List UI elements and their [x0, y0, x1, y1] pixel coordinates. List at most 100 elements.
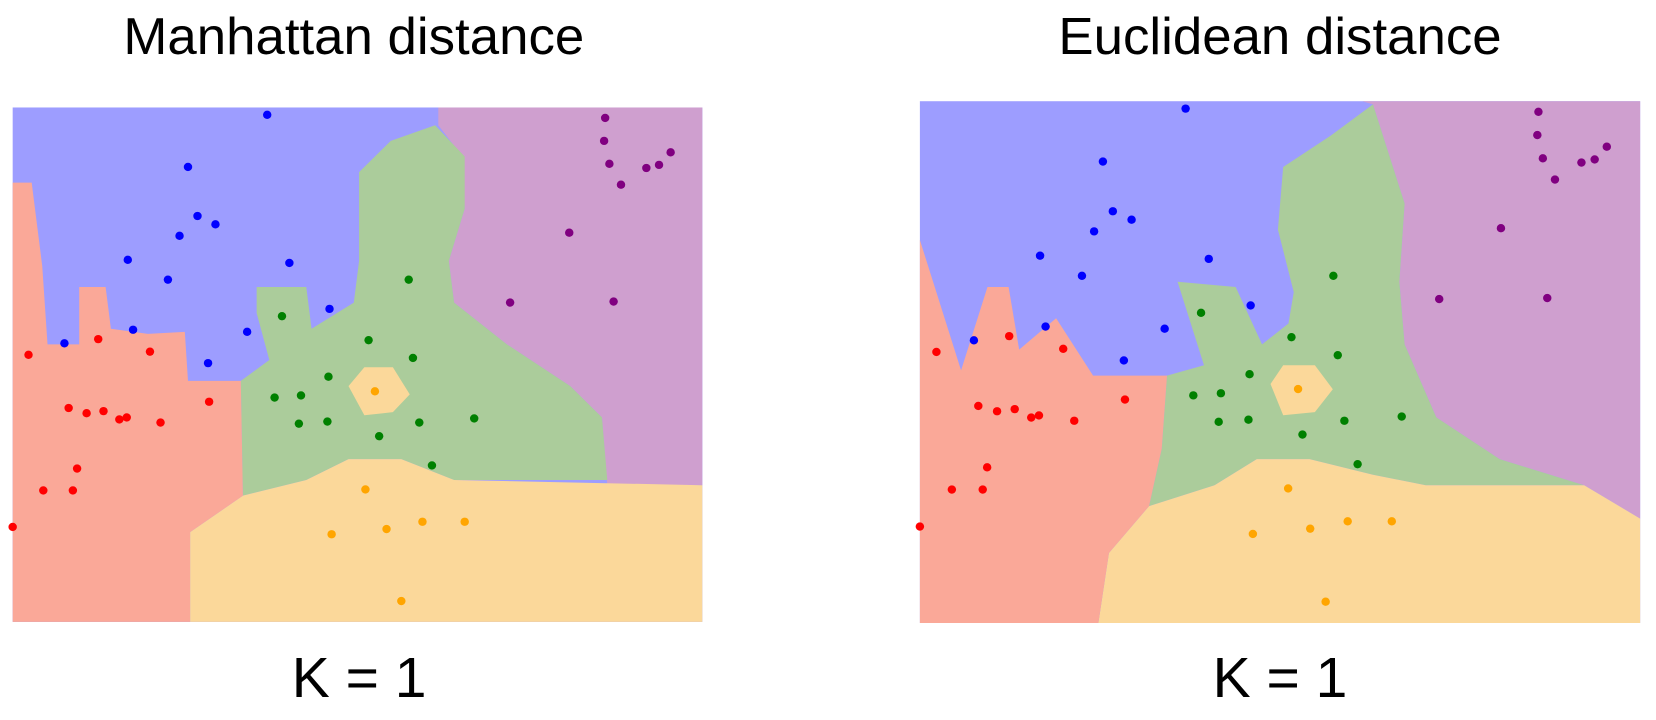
sample-point: [1387, 517, 1397, 526]
panel-title: Euclidean distance: [1058, 8, 1501, 67]
sample-point: [370, 387, 380, 396]
sample-point: [361, 485, 370, 494]
sample-point: [39, 486, 48, 495]
sample-point: [1543, 293, 1552, 303]
sample-point: [203, 358, 213, 368]
sample-point: [1246, 301, 1255, 310]
sample-point: [1034, 411, 1044, 420]
sample-point: [600, 113, 610, 123]
region-red: [919, 240, 1168, 623]
sample-point: [1329, 271, 1338, 280]
sample-point: [242, 327, 252, 336]
sample-point: [270, 393, 279, 402]
sample-point: [1496, 224, 1506, 233]
sample-point: [296, 391, 306, 400]
sample-point: [1287, 332, 1296, 342]
sample-point: [1181, 104, 1190, 113]
sample-point: [193, 211, 202, 221]
sample-point: [1004, 331, 1014, 341]
region-purple: [1362, 101, 1641, 519]
sample-point: [1216, 389, 1226, 398]
sample-point: [183, 162, 193, 172]
sample-point: [974, 401, 983, 411]
sample-point: [1245, 370, 1254, 379]
sample-point: [211, 220, 220, 229]
sample-point: [609, 297, 618, 306]
sample-point: [1127, 215, 1136, 224]
sample-point: [93, 334, 103, 344]
sample-point: [565, 228, 574, 237]
sample-point: [469, 414, 479, 423]
sample-point: [978, 485, 987, 494]
sample-point: [947, 485, 957, 494]
sample-point: [418, 517, 427, 526]
sample-point: [364, 336, 373, 345]
sample-point: [1577, 158, 1586, 167]
sample-point: [1298, 430, 1307, 439]
region-green: [1149, 104, 1585, 507]
panel-title: Manhattan distance: [123, 8, 584, 67]
sample-point: [654, 160, 664, 170]
sample-point: [1244, 415, 1253, 424]
sample-point: [1204, 254, 1213, 264]
sample-point: [115, 415, 124, 424]
sample-point: [1590, 155, 1599, 164]
sample-point: [382, 524, 391, 534]
manhattan-plot: [8, 107, 703, 622]
sample-point: [505, 298, 515, 307]
sample-point: [460, 517, 469, 526]
sample-point: [1248, 529, 1258, 539]
sample-point: [666, 148, 675, 157]
sample-point: [1340, 416, 1349, 425]
sample-point: [982, 463, 992, 472]
sample-point: [1189, 391, 1198, 400]
sample-point: [932, 347, 941, 357]
sample-point: [72, 464, 82, 473]
sample-point: [1353, 459, 1362, 469]
sample-point: [408, 353, 418, 363]
sample-point: [68, 486, 78, 495]
region-purple: [438, 107, 703, 486]
sample-point: [128, 325, 138, 334]
sample-point: [1160, 324, 1169, 333]
panel-caption: K = 1: [292, 647, 427, 710]
sample-point: [294, 419, 304, 428]
sample-point: [64, 403, 73, 413]
euclidean-plot: [915, 101, 1641, 623]
sample-point: [122, 413, 131, 422]
sample-point: [1035, 251, 1045, 260]
sample-point: [1283, 484, 1293, 493]
sample-point: [1538, 154, 1548, 163]
sample-point: [1119, 356, 1129, 365]
sample-point: [145, 347, 155, 356]
sample-point: [8, 522, 17, 532]
sample-point: [324, 372, 333, 381]
sample-point: [992, 407, 1002, 416]
sample-point: [1120, 395, 1130, 404]
sample-point: [1041, 322, 1050, 331]
sample-point: [1070, 416, 1079, 425]
sample-point: [1533, 130, 1542, 140]
sample-point: [163, 275, 173, 284]
sample-point: [1602, 142, 1612, 151]
sample-point: [1293, 384, 1303, 394]
sample-point: [599, 136, 609, 146]
sample-point: [325, 304, 334, 314]
sample-point: [427, 461, 437, 470]
sample-point: [404, 275, 413, 284]
sample-point: [323, 417, 332, 426]
region-orange: [190, 459, 703, 622]
sample-point: [204, 397, 214, 406]
sample-point: [1108, 207, 1118, 216]
sample-point: [1434, 294, 1444, 304]
sample-point: [262, 110, 272, 119]
sample-point: [1196, 308, 1206, 318]
sample-point: [616, 180, 626, 189]
sample-point: [1214, 417, 1223, 426]
sample-point: [1305, 524, 1315, 533]
sample-point: [1550, 175, 1560, 184]
region-green: [240, 125, 608, 496]
sample-point: [156, 418, 165, 427]
sample-point: [1321, 597, 1330, 606]
